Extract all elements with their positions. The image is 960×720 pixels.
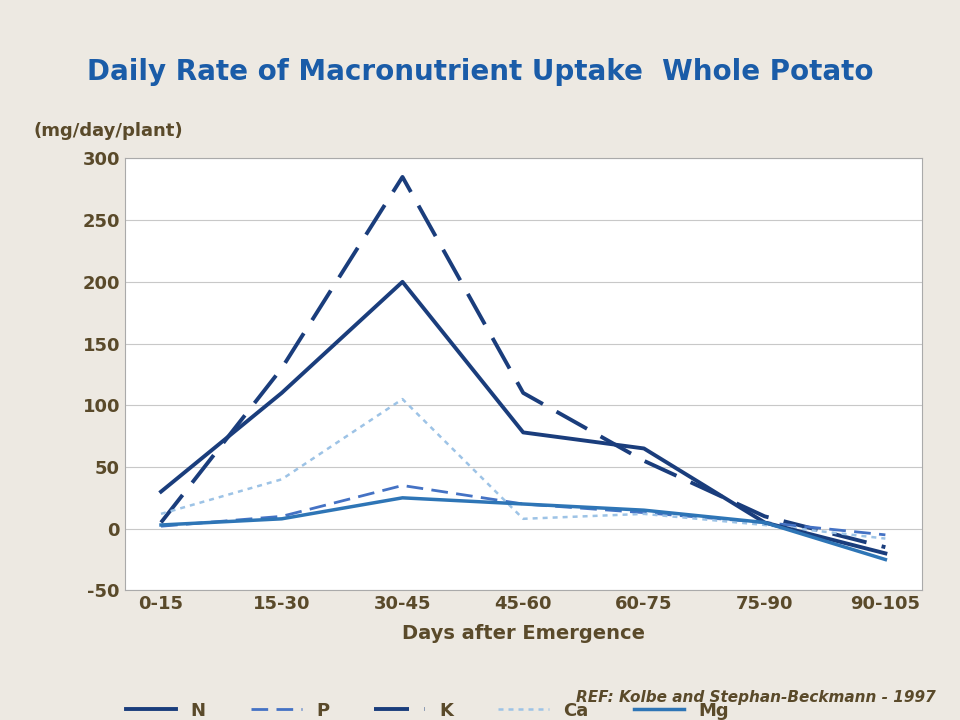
Legend: N, P, K, Ca, Mg: N, P, K, Ca, Mg [119,695,736,720]
Text: (mg/day/plant): (mg/day/plant) [34,122,183,140]
Text: REF: Kolbe and Stephan-Beckmann - 1997: REF: Kolbe and Stephan-Beckmann - 1997 [576,690,936,705]
X-axis label: Days after Emergence: Days after Emergence [401,624,645,644]
Text: Daily Rate of Macronutrient Uptake  Whole Potato: Daily Rate of Macronutrient Uptake Whole… [86,58,874,86]
